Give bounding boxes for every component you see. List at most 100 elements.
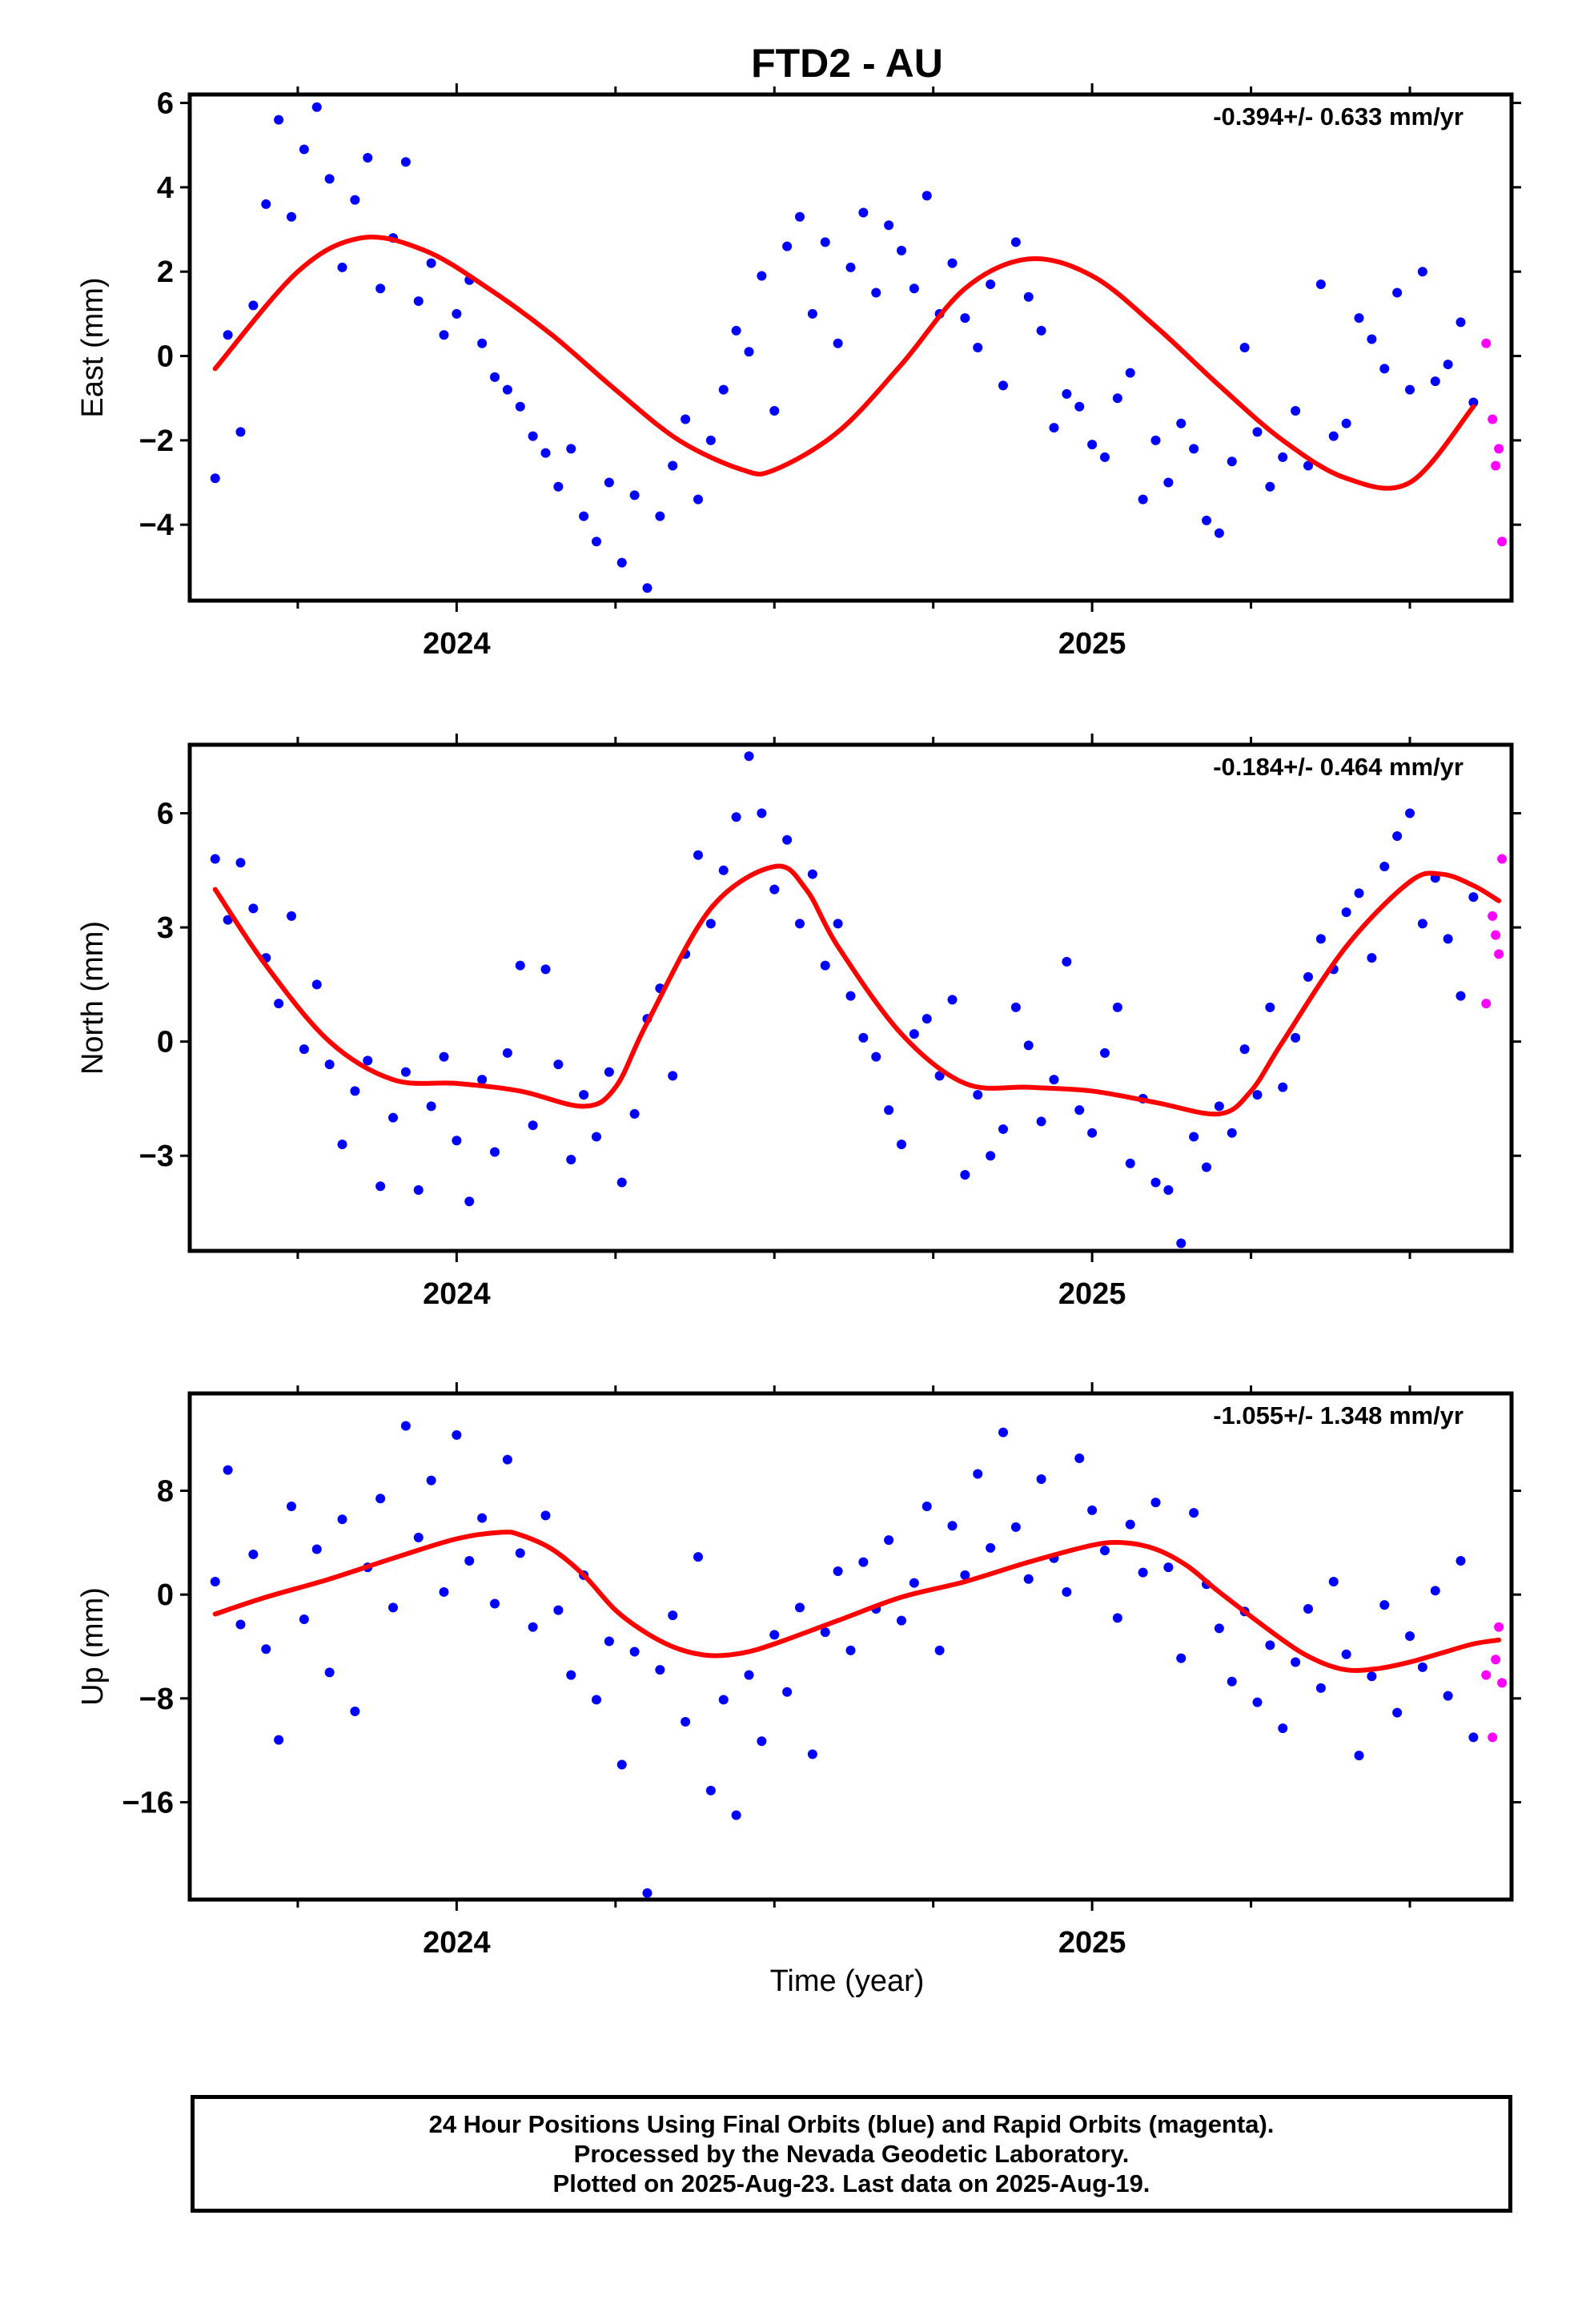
north-final-point [490, 1147, 500, 1157]
footer-line-2: Processed by the Nevada Geodetic Laborat… [573, 2140, 1130, 2168]
north-final-point [502, 1047, 512, 1058]
north-rapid-point [1491, 930, 1501, 940]
east-final-point [579, 511, 589, 521]
north-final-point [452, 1136, 462, 1146]
up-final-point [502, 1454, 512, 1465]
east-final-point [921, 191, 932, 201]
up-final-point [782, 1687, 793, 1697]
up-final-point [668, 1610, 678, 1621]
up-y-tick-label: −16 [122, 1786, 174, 1819]
east-final-point [833, 338, 843, 348]
up-final-point [947, 1521, 958, 1531]
up-final-point [1379, 1600, 1390, 1610]
up-final-point [375, 1494, 386, 1504]
east-final-point [350, 195, 360, 205]
north-final-point [1405, 808, 1415, 818]
north-final-point [274, 999, 284, 1009]
up-final-point [439, 1586, 449, 1597]
north-final-point [604, 1067, 614, 1077]
up-final-point [1010, 1522, 1021, 1532]
north-final-point [1303, 971, 1313, 982]
east-final-point [884, 220, 894, 231]
up-final-point [897, 1615, 906, 1626]
north-final-point [1150, 1177, 1161, 1188]
up-model-curve [212, 1530, 1502, 1673]
north-final-point [1315, 934, 1326, 944]
up-final-point [1176, 1653, 1186, 1663]
north-final-point [1278, 1082, 1288, 1092]
north-final-point [1227, 1128, 1237, 1138]
east-final-point [1291, 406, 1301, 416]
east-final-point [528, 431, 538, 441]
up-final-point [681, 1716, 691, 1727]
up-final-point [1125, 1519, 1135, 1530]
up-final-point [477, 1513, 488, 1523]
north-final-point [1087, 1128, 1098, 1138]
north-final-point [986, 1151, 996, 1161]
up-final-point [1100, 1546, 1110, 1556]
east-final-point [718, 384, 729, 395]
north-final-point [426, 1101, 436, 1112]
up-final-point [1252, 1697, 1263, 1707]
north-final-point [998, 1124, 1008, 1134]
east-final-point [1049, 423, 1059, 433]
north-final-point [1189, 1132, 1199, 1142]
north-final-point [807, 869, 817, 879]
up-final-point [820, 1627, 830, 1638]
up-final-point [705, 1785, 716, 1795]
up-final-point [210, 1576, 220, 1586]
up-final-point [973, 1469, 983, 1479]
north-final-point [934, 1071, 945, 1081]
east-final-point [1036, 325, 1046, 336]
north-final-point [909, 1029, 919, 1039]
north-final-point [388, 1112, 398, 1123]
east-y-tick-label: −4 [139, 509, 174, 542]
east-y-tick-label: −2 [139, 424, 174, 458]
east-rapid-point [1494, 444, 1504, 454]
east-final-point [363, 153, 373, 163]
east-final-point [693, 494, 703, 505]
north-final-point [477, 1075, 488, 1085]
up-final-point [1291, 1657, 1301, 1667]
north-final-point [833, 919, 843, 929]
up-rapid-point [1481, 1670, 1492, 1680]
east-final-point [1315, 279, 1326, 289]
north-y-tick-label: 0 [157, 1026, 174, 1059]
east-final-point [1341, 418, 1351, 428]
east-final-point [515, 401, 525, 412]
north-final-point [769, 884, 780, 895]
up-x-tick-label: 2025 [1058, 1926, 1126, 1960]
up-final-point [553, 1605, 564, 1615]
up-final-point [1456, 1556, 1466, 1566]
north-final-point [400, 1067, 411, 1077]
north-final-point [705, 919, 716, 929]
up-final-point [1354, 1751, 1364, 1761]
north-final-point [1252, 1090, 1263, 1100]
north-final-point [1125, 1158, 1135, 1168]
up-final-point [1303, 1604, 1313, 1614]
footer-line-1: 24 Hour Positions Using Final Orbits (bl… [428, 2110, 1275, 2138]
up-final-point [998, 1427, 1008, 1437]
up-final-point [960, 1570, 970, 1580]
east-final-point [960, 313, 970, 324]
up-final-point [629, 1647, 640, 1657]
north-final-point [324, 1059, 335, 1070]
up-x-tick-label: 2024 [423, 1926, 491, 1960]
up-final-point [464, 1556, 475, 1566]
north-final-point [1202, 1162, 1211, 1172]
up-final-point [223, 1465, 233, 1475]
east-final-point [1163, 477, 1174, 488]
north-model-curve [212, 863, 1502, 1117]
east-final-point [795, 211, 805, 222]
east-final-point [1392, 287, 1403, 298]
east-final-point [248, 300, 259, 311]
up-rate-label: -1.055+/- 1.348 mm/yr [1213, 1401, 1464, 1429]
east-final-point [986, 279, 996, 289]
east-final-point [1278, 452, 1288, 462]
east-final-point [502, 384, 512, 395]
east-final-point [400, 157, 411, 167]
east-y-tick-label: 2 [157, 255, 174, 289]
east-final-point [1303, 460, 1313, 471]
east-final-point [909, 283, 919, 294]
east-y-axis-label: East (mm) [76, 277, 110, 417]
